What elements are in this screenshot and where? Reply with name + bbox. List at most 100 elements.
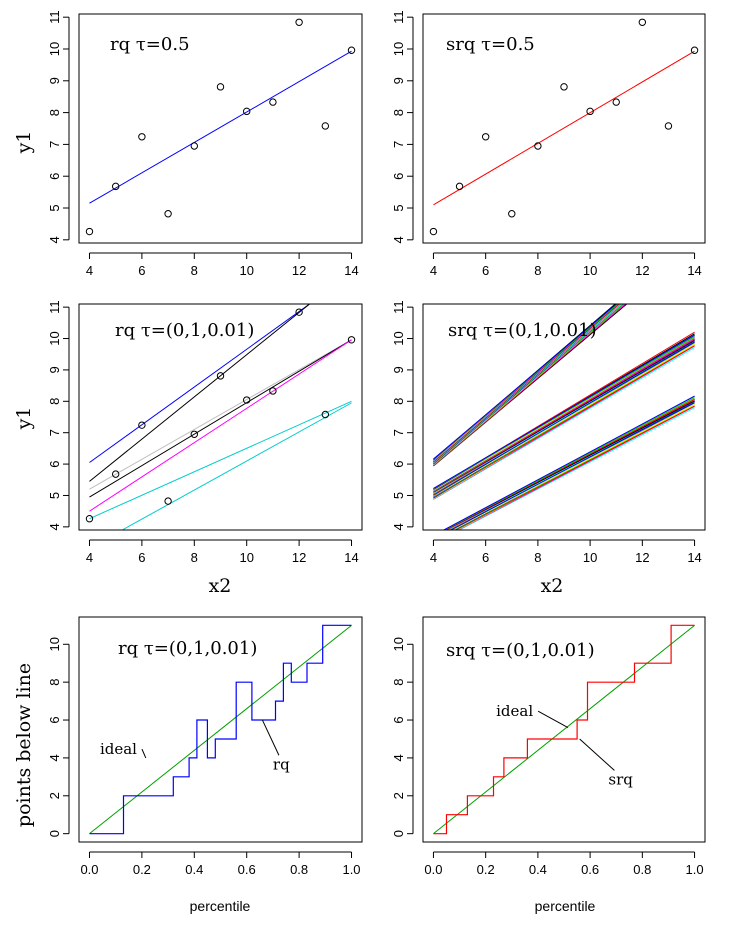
data-point	[190, 142, 198, 150]
y-tick-label: 10	[391, 331, 406, 345]
y-axis-label: y1	[13, 131, 35, 155]
panel-title: rq τ=(0,1,0.01)	[115, 320, 254, 341]
y-tick-label: 4	[47, 754, 62, 761]
panel-title: rq τ=0.5	[110, 34, 190, 55]
x-tick-label: 14	[344, 263, 358, 278]
x-tick-label: 10	[583, 263, 597, 278]
panel-title: srq τ=0.5	[446, 34, 535, 55]
x-tick-label: 1.0	[686, 862, 704, 877]
panel-title: rq τ=(0,1,0.01)	[118, 638, 257, 659]
data-point	[111, 182, 120, 191]
fit-line	[121, 402, 352, 530]
data-point	[295, 18, 303, 26]
y-tick-label: 6	[391, 460, 406, 467]
panel-p1: 4 6 8 10 12 14 4 5 6 7 8 9 10 11 rq τ=0.5 y1	[13, 10, 363, 278]
plot-area-p6	[433, 624, 695, 835]
x-axis-label: x2	[209, 575, 232, 597]
y-tick-label: 8	[47, 679, 62, 686]
series-line	[442, 395, 695, 530]
data-point	[190, 430, 198, 438]
data-point	[690, 46, 699, 54]
data-point	[560, 83, 568, 91]
data-point	[243, 107, 251, 116]
data-point	[508, 210, 516, 218]
x-tick-label: 8	[191, 550, 198, 565]
data-point	[85, 227, 94, 236]
y-tick-label: 6	[391, 716, 406, 723]
y-tick-label: 7	[47, 429, 62, 436]
ideal-line	[89, 624, 352, 835]
plot-frame	[78, 303, 363, 531]
data-point	[269, 387, 277, 395]
annotation-label: srq	[608, 770, 633, 788]
data-point	[243, 396, 251, 404]
data-point	[612, 98, 620, 106]
y-tick-label: 7	[391, 141, 406, 148]
fit-line	[89, 304, 310, 463]
y-tick-label: 10	[391, 42, 406, 56]
y-tick-label: 11	[391, 10, 406, 24]
data-point	[347, 336, 356, 344]
fit-line	[433, 50, 695, 206]
x-axis-label: percentile	[190, 898, 251, 914]
data-point	[216, 83, 225, 91]
x-tick-label: 0.0	[424, 862, 442, 877]
data-point	[455, 182, 464, 191]
data-point	[664, 122, 673, 130]
x-tick-label: 0.8	[633, 862, 651, 877]
x-tick-label: 0.4	[529, 862, 547, 877]
y-tick-label: 5	[391, 492, 406, 499]
x-tick-label: 6	[482, 550, 489, 565]
x-tick-label: 10	[239, 263, 253, 278]
y-tick-label: 6	[47, 173, 62, 180]
fit-line	[89, 304, 310, 482]
x-tick-label: 10	[239, 550, 253, 565]
y-tick-label: 9	[391, 77, 406, 84]
data-point	[269, 98, 277, 106]
y-tick-label: 11	[47, 10, 62, 24]
y-tick-label: 9	[391, 366, 406, 373]
y-tick-label: 9	[47, 366, 62, 373]
data-point	[638, 18, 647, 26]
x-tick-label: 6	[138, 550, 145, 565]
panel-title: srq τ=(0,1,0.01)	[446, 640, 595, 661]
fit-line	[89, 339, 352, 490]
x-tick-label: 14	[687, 550, 701, 565]
plot-area-p5	[89, 624, 352, 835]
x-tick-label: 4	[430, 550, 437, 565]
x-tick-label: 0.0	[80, 862, 98, 877]
plot-frame	[78, 616, 363, 843]
y-tick-label: 4	[391, 754, 406, 761]
data-point	[586, 107, 594, 116]
panel-p3: 4 6 8 10 12 14 4 5 6 7 8 9 10 11 rq τ=(0,1,0.01) x2 y1	[13, 300, 363, 597]
y-tick-label: 5	[391, 204, 406, 211]
fit-line	[89, 339, 352, 512]
y-tick-label: 6	[47, 716, 62, 723]
y-tick-label: 7	[47, 141, 62, 148]
y-tick-label: 0	[391, 830, 406, 837]
annotation-leader	[579, 738, 615, 771]
data-point	[164, 210, 172, 218]
x-tick-label: 14	[687, 263, 701, 278]
x-tick-label: 8	[534, 550, 541, 565]
x-axis-label: x2	[541, 575, 564, 597]
data-point	[347, 46, 356, 54]
plot-frame	[422, 303, 706, 531]
x-tick-label: 12	[635, 550, 649, 565]
y-tick-label: 2	[391, 792, 406, 799]
y-axis-label: points below line	[13, 663, 35, 827]
y-tick-label: 0	[47, 830, 62, 837]
data-point	[138, 421, 146, 429]
series-line	[433, 334, 695, 489]
data-point	[534, 142, 542, 150]
x-tick-label: 4	[430, 263, 437, 278]
plot-area-p2	[429, 18, 699, 236]
y-tick-label: 5	[47, 492, 62, 499]
data-point	[481, 133, 490, 141]
y-tick-label: 11	[47, 300, 62, 314]
data-point	[321, 122, 330, 130]
data-point	[295, 308, 303, 316]
y-tick-label: 4	[391, 523, 406, 530]
y-tick-label: 8	[47, 398, 62, 405]
